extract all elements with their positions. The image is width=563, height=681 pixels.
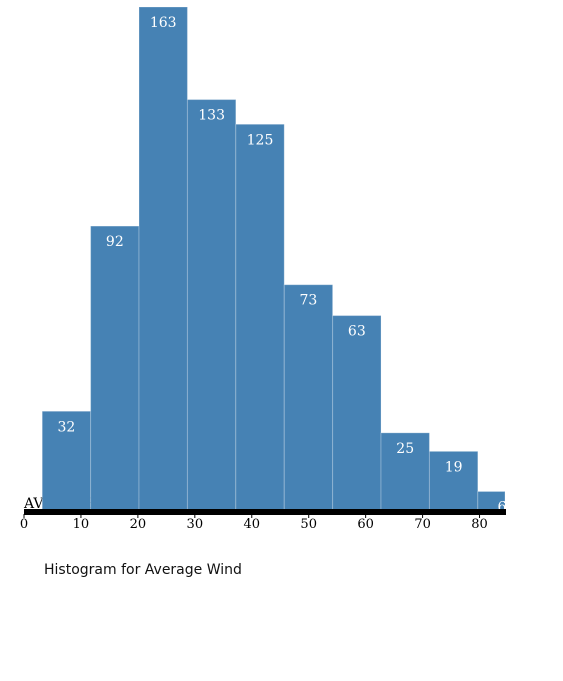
x-tick-label: 60 [357,517,374,532]
bar-count-label: 73 [300,293,318,309]
bar-count-label: 133 [198,108,225,124]
bar-count-label: 63 [348,324,366,340]
bar-count-label: 6 [498,499,507,515]
histogram-bar [332,315,382,511]
histogram-bar [428,450,479,511]
chart-caption: Histogram for Average Wind [44,562,242,578]
histogram-bar [186,99,237,511]
bars-layer: 32 92 163 133 125 73 63 25 19 6 [41,6,507,515]
x-tick-label: 70 [414,517,431,532]
x-tick-label: 10 [73,517,90,532]
histogram-bar [235,123,285,511]
histogram-bar [138,6,188,511]
x-axis-ticks: 0 10 20 30 40 50 60 70 80 [20,514,488,532]
histogram-bar [90,225,140,511]
bar-count-label: 163 [150,15,177,31]
x-tick-label: 80 [471,517,488,532]
bar-count-label: 125 [247,132,274,148]
histogram-bar [283,284,334,511]
bar-count-label: 92 [106,234,124,250]
x-tick-label: 20 [130,517,147,532]
x-tick-label: 30 [187,517,204,532]
x-tick-label: 0 [20,517,28,532]
bar-count-label: 25 [396,441,414,457]
bar-count-label: 19 [445,459,463,475]
x-axis-line [24,509,506,515]
x-tick-label: 40 [243,517,260,532]
bar-count-label: 32 [58,419,76,435]
x-tick-label: 50 [300,517,317,532]
